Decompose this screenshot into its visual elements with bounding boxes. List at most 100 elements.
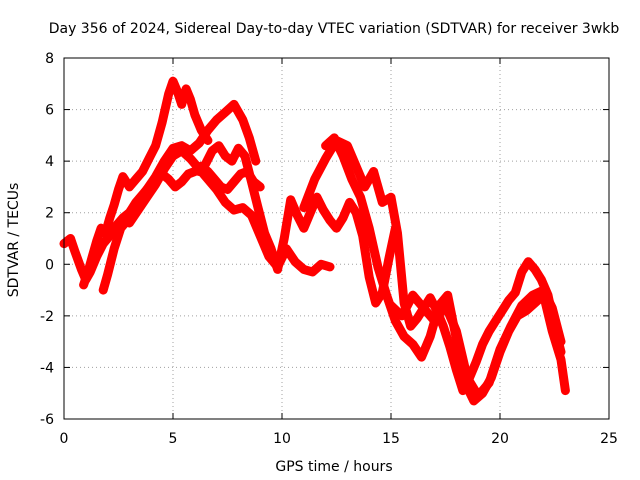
data-point: [387, 301, 395, 310]
data-point: [247, 211, 256, 220]
data-point: [358, 231, 367, 240]
data-point: [230, 177, 239, 186]
data-point: [88, 252, 97, 261]
x-tick-label: 5: [169, 431, 178, 447]
data-point: [114, 185, 123, 194]
data-point: [208, 146, 217, 155]
series-track-5: [194, 141, 400, 308]
data-point: [498, 306, 507, 315]
data-point: [330, 133, 339, 142]
data-point: [463, 373, 472, 382]
data-point: [548, 304, 557, 313]
data-point: [325, 262, 334, 271]
data-point: [293, 211, 302, 220]
series-track-2: [79, 76, 213, 290]
data-point: [443, 291, 452, 300]
data-point: [511, 288, 520, 297]
data-point: [452, 327, 461, 336]
data-point: [406, 322, 415, 331]
data-point: [557, 337, 566, 346]
series-track-3: [98, 99, 261, 295]
data-point: [251, 157, 260, 166]
data-point: [169, 151, 177, 160]
data-point: [491, 317, 500, 326]
data-point: [280, 234, 289, 243]
data-point: [352, 208, 361, 217]
data-point: [332, 224, 341, 233]
data-point: [234, 144, 243, 153]
data-point: [221, 151, 230, 160]
data-point: [142, 193, 151, 202]
data-point: [105, 213, 114, 222]
data-point: [151, 180, 160, 189]
data-point: [408, 340, 417, 349]
data-point: [273, 265, 282, 274]
data-point: [445, 342, 454, 351]
data-point: [97, 224, 106, 233]
data-point: [384, 255, 393, 264]
data-point: [369, 167, 378, 176]
data-series-layer: [59, 76, 570, 406]
data-point: [125, 182, 134, 191]
data-point: [345, 198, 354, 207]
data-point: [267, 244, 276, 253]
data-point: [439, 322, 448, 331]
data-point: [195, 139, 204, 148]
series-trace: [98, 99, 261, 295]
x-axis-label: GPS time / hours: [275, 459, 392, 475]
data-point: [195, 167, 204, 176]
data-point: [312, 193, 321, 202]
data-point: [138, 167, 147, 176]
data-point: [378, 198, 387, 207]
data-point: [391, 317, 400, 326]
data-point: [230, 206, 239, 215]
data-point: [256, 182, 265, 191]
data-point: [417, 353, 426, 362]
data-point: [164, 90, 173, 99]
data-point: [299, 224, 308, 233]
data-point: [539, 286, 548, 295]
data-point: [184, 170, 193, 179]
y-tick-label: 0: [45, 257, 54, 273]
data-point: [485, 378, 494, 387]
data-point: [408, 291, 417, 300]
data-point: [99, 286, 108, 295]
data-point: [371, 298, 380, 307]
data-point: [360, 182, 369, 191]
series-track-6: [299, 136, 566, 396]
x-tick-label: 25: [600, 431, 618, 447]
data-point: [557, 355, 566, 364]
data-point: [177, 146, 186, 155]
data-point: [373, 262, 382, 271]
data-point: [247, 177, 256, 186]
data-point: [164, 175, 173, 184]
data-point: [173, 87, 182, 96]
data-point: [212, 115, 221, 124]
data-point: [177, 177, 186, 186]
data-point: [472, 358, 481, 367]
data-point: [317, 260, 326, 269]
data-point: [186, 95, 195, 104]
data-point: [441, 301, 450, 310]
data-point: [561, 386, 570, 395]
data-point: [230, 100, 239, 109]
series-trace: [124, 146, 335, 277]
data-point: [221, 198, 230, 207]
data-point: [419, 304, 428, 313]
data-point: [306, 208, 315, 217]
data-point: [365, 273, 374, 282]
data-point: [308, 268, 317, 277]
y-tick-label: 8: [45, 51, 54, 67]
x-tick-label: 10: [273, 431, 291, 447]
data-point: [537, 275, 546, 284]
data-point: [171, 182, 180, 191]
data-point: [151, 141, 160, 150]
x-tick-label: 0: [60, 431, 69, 447]
data-point: [254, 203, 263, 212]
data-point: [393, 229, 402, 238]
data-point: [474, 391, 483, 400]
data-point: [387, 193, 395, 202]
axes: 0 5 10 15 20 25 -6 -4 -2 0 2 4 6 8: [40, 51, 618, 447]
data-point: [160, 164, 169, 173]
